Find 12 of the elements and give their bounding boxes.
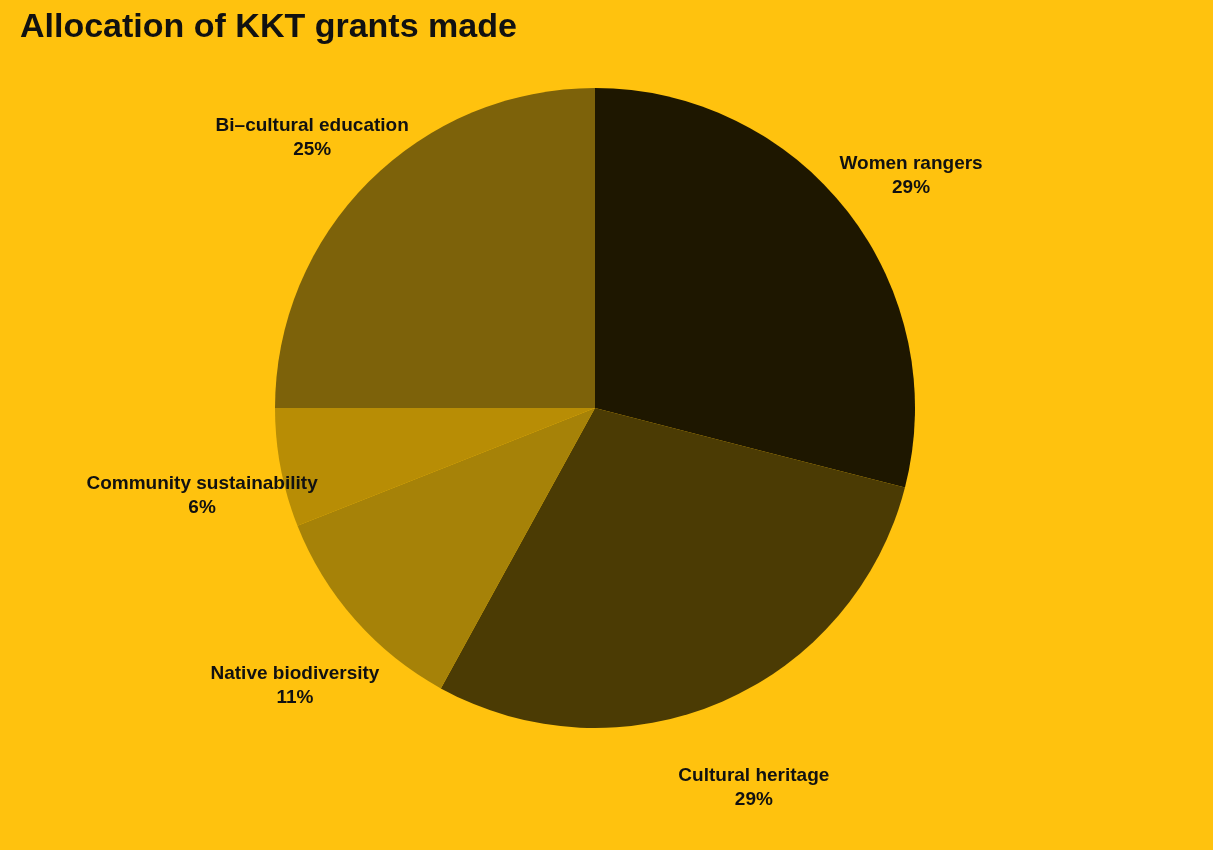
data-label: 11% xyxy=(276,685,314,707)
slice-label: Bi–cultural education xyxy=(215,114,409,136)
slice-label: Cultural heritage xyxy=(678,764,830,786)
data-label: 29% xyxy=(734,788,773,810)
slice-label: Community sustainability xyxy=(86,471,319,493)
data-label: 6% xyxy=(188,495,216,517)
chart-title: Allocation of KKT grants made xyxy=(20,6,517,44)
slice-label: Women rangers xyxy=(839,151,983,173)
data-label: 29% xyxy=(892,175,931,197)
slice-label: Native biodiversity xyxy=(210,661,380,683)
data-label: 25% xyxy=(293,138,332,160)
pie-slice xyxy=(440,408,905,728)
